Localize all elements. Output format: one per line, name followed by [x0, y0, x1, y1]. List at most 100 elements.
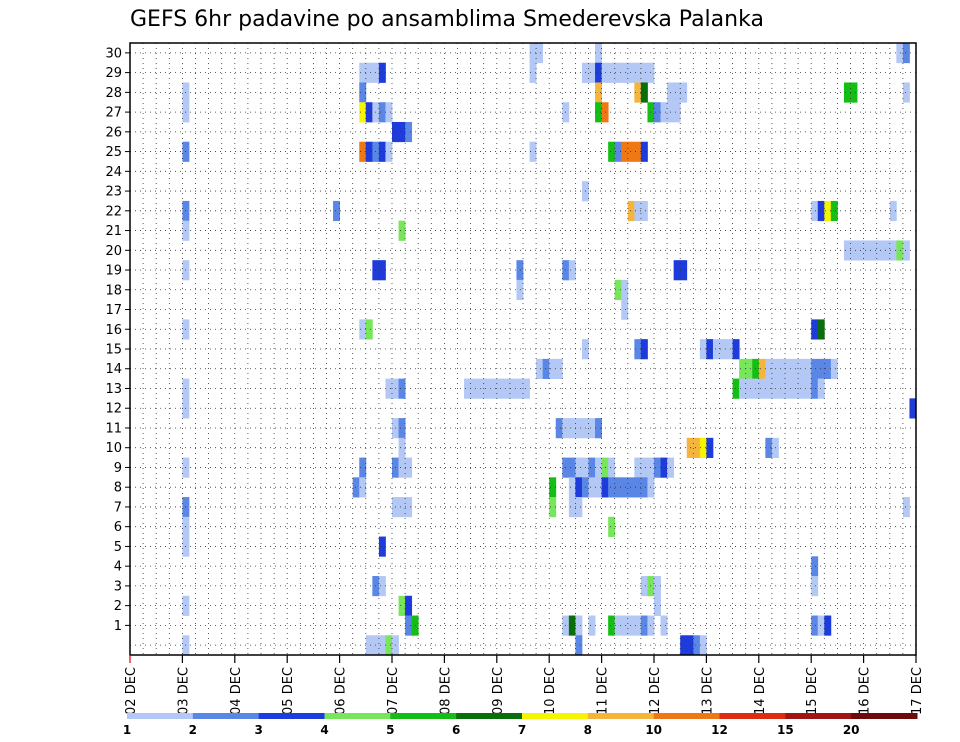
heatmap-cell	[811, 378, 819, 399]
colorbar-swatch	[192, 713, 260, 719]
heatmap-cell	[378, 62, 386, 83]
heatmap-cell	[830, 200, 838, 222]
heatmap-cell	[660, 102, 668, 123]
heatmap-cell	[634, 615, 642, 636]
heatmap-cell	[634, 82, 642, 103]
heatmap-cell	[516, 378, 524, 399]
heatmap-cell	[608, 141, 616, 162]
heatmap-cell	[621, 279, 629, 301]
heatmap-cell	[621, 477, 629, 498]
heatmap-cell	[608, 615, 616, 636]
x-tick-label: 16 DEC	[858, 667, 873, 715]
heatmap-cell	[902, 82, 910, 103]
y-tick-label: 4	[114, 560, 122, 575]
heatmap-cell	[529, 141, 537, 162]
colorbar-label: 5	[386, 723, 394, 737]
y-tick-label: 10	[105, 441, 122, 456]
heatmap-cell	[719, 339, 727, 360]
heatmap-cell	[529, 43, 537, 64]
heatmap-cell	[745, 378, 753, 399]
heatmap-cell	[785, 358, 792, 380]
heatmap-cell	[555, 418, 563, 439]
heatmap-cell	[634, 339, 642, 360]
heatmap-cell	[811, 556, 819, 577]
colorbar-label: 8	[584, 723, 592, 737]
y-tick-label: 12	[105, 402, 122, 417]
y-axis: 1234567891011121314151617181920212223242…	[105, 46, 130, 634]
heatmap-cell	[621, 299, 629, 320]
heatmap-cell	[614, 615, 622, 636]
y-tick-label: 28	[105, 86, 122, 101]
colorbar-swatch	[258, 713, 325, 719]
heatmap-cell	[765, 358, 773, 380]
heatmap-cell	[365, 319, 373, 340]
heatmap-cell	[608, 477, 616, 498]
y-tick-label: 22	[105, 204, 122, 219]
heatmap-cell	[568, 418, 576, 439]
x-tick-label: 14 DEC	[753, 667, 768, 715]
colorbar-label: 2	[189, 723, 197, 737]
chart-title: GEFS 6hr padavine po ansamblima Smederev…	[130, 7, 764, 32]
y-tick-label: 16	[105, 323, 122, 338]
colorbar-swatch	[719, 713, 786, 719]
heatmap-cell	[359, 82, 367, 103]
heatmap-cell	[405, 457, 413, 478]
x-tick-label: 11 DEC	[596, 667, 611, 715]
heatmap-cell	[549, 358, 557, 380]
heatmap-cell	[811, 615, 819, 636]
y-tick-label: 23	[105, 185, 122, 200]
y-tick-label: 13	[105, 382, 122, 397]
colorbar-label: 15	[777, 723, 794, 737]
heatmap-cell	[824, 358, 832, 380]
colorbar-label: 3	[254, 723, 262, 737]
heatmap-cell	[870, 240, 878, 261]
heatmap-cell	[549, 477, 557, 498]
heatmap-cell	[739, 378, 747, 399]
heatmap-cell	[765, 437, 773, 458]
heatmap-cell	[464, 378, 471, 399]
heatmap-cell	[555, 358, 563, 380]
colorbar-label: 7	[518, 723, 526, 737]
x-tick-label: 04 DEC	[229, 667, 244, 715]
y-tick-label: 1	[114, 619, 122, 634]
heatmap-cell	[634, 477, 642, 498]
heatmap-cell	[359, 62, 367, 83]
heatmap-cell	[627, 141, 635, 162]
heatmap-cell	[536, 43, 544, 64]
x-tick-label: 03 DEC	[176, 667, 191, 715]
y-tick-label: 24	[105, 165, 122, 180]
heatmap-cell	[640, 477, 648, 498]
heatmap-cell	[398, 457, 406, 478]
heatmap-cell	[385, 102, 393, 123]
x-tick-label: 15 DEC	[805, 667, 820, 715]
heatmap-cell	[365, 102, 373, 123]
x-tick-label: 02 DEC	[124, 667, 139, 715]
heatmap-cell	[588, 457, 596, 478]
heatmap-cell	[745, 358, 753, 380]
heatmap-cell	[588, 62, 596, 83]
heatmap-cell	[811, 319, 819, 340]
heatmap-cell	[621, 615, 629, 636]
heatmap-cell	[902, 497, 910, 518]
heatmap-cell	[811, 358, 819, 380]
heatmap-cell	[758, 358, 766, 380]
heatmap-cell	[680, 635, 688, 656]
heatmap-cell	[359, 141, 367, 162]
heatmap-cell	[680, 260, 688, 281]
heatmap-cell	[627, 615, 635, 636]
heatmap-cell	[640, 141, 648, 162]
heatmap-cell	[608, 516, 616, 537]
colorbar-swatch	[653, 713, 720, 719]
colorbar-swatch	[456, 713, 523, 719]
colorbar-legend: 1 2 3 4 5 6 7 8 10 12 15 20	[123, 713, 918, 737]
colorbar-label: 12	[711, 723, 728, 737]
heatmap-cell	[654, 102, 661, 123]
colorbar-swatch	[127, 713, 194, 719]
y-tick-label: 20	[105, 244, 122, 259]
y-tick-label: 6	[114, 520, 122, 535]
heatmap-cell	[614, 477, 622, 498]
heatmap-cell	[732, 378, 740, 399]
heatmap-cell	[654, 576, 661, 597]
heatmap-cell	[516, 279, 524, 301]
heatmap-cell	[614, 141, 622, 162]
